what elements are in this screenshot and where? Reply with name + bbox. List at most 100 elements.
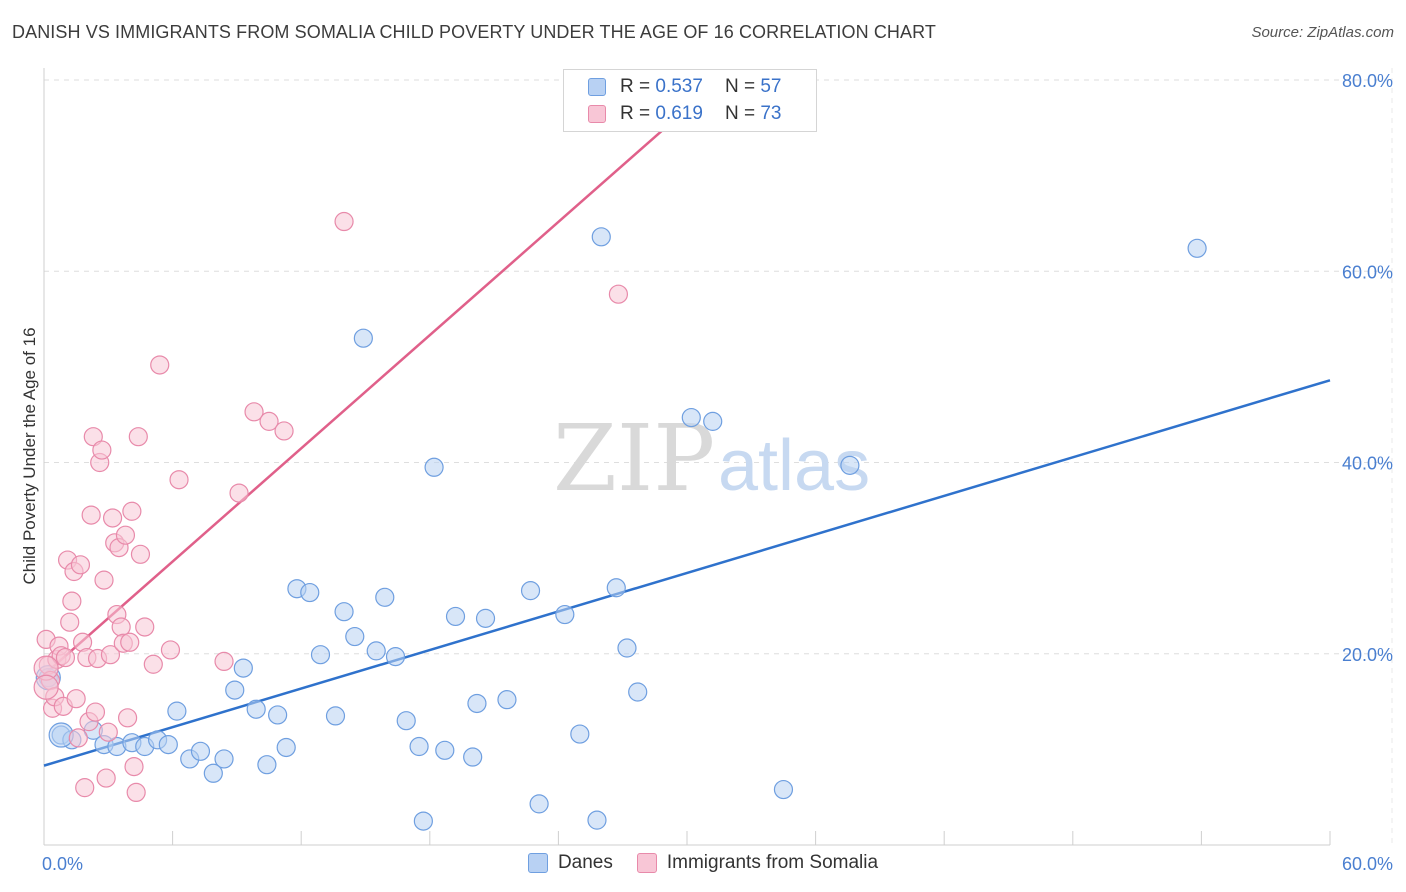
grid-lines <box>44 79 1392 655</box>
axes <box>43 68 1393 846</box>
tick-labels: 20.0% 40.0% 60.0% 80.0% 0.0% 60.0% <box>42 71 1393 874</box>
legend-row-somalia: R = 0.619 N = 73 <box>588 103 781 125</box>
point-danes <box>435 740 455 760</box>
legend-r-value: 0.619 <box>655 103 703 124</box>
point-danes <box>467 693 487 714</box>
point-somalia <box>160 640 181 660</box>
point-somalia <box>143 654 163 674</box>
point-danes <box>409 736 429 757</box>
point-danes <box>345 626 365 647</box>
point-danes <box>628 682 648 702</box>
legend-n-value: 73 <box>760 103 782 124</box>
point-danes <box>158 734 178 755</box>
point-danes <box>246 699 266 719</box>
point-danes <box>334 602 354 622</box>
series-legend: Danes Immigrants from Somalia <box>0 852 1406 874</box>
point-somalia <box>120 632 140 652</box>
y-tick-label: 20.0% <box>1342 645 1393 665</box>
y-tick-label: 40.0% <box>1342 454 1393 474</box>
point-danes <box>773 779 794 800</box>
point-somalia <box>126 782 146 803</box>
y-tick-label: 80.0% <box>1342 71 1393 91</box>
point-somalia <box>115 525 136 545</box>
point-danes <box>529 794 549 814</box>
point-danes <box>463 747 483 767</box>
point-danes <box>366 641 386 661</box>
legend-swatch-somalia <box>588 105 606 123</box>
legend-r-value: 0.537 <box>655 76 703 97</box>
point-danes <box>190 741 211 761</box>
point-danes <box>703 411 723 431</box>
point-somalia <box>83 427 103 447</box>
point-danes <box>1187 238 1207 258</box>
point-somalia <box>274 421 294 441</box>
point-danes <box>424 457 444 477</box>
point-danes <box>385 647 406 667</box>
legend-label-somalia: Immigrants from Somalia <box>666 852 879 873</box>
point-somalia <box>150 355 170 375</box>
source-label: Source: ZipAtlas.com <box>1251 24 1394 41</box>
point-danes <box>325 706 346 726</box>
point-danes <box>257 755 277 775</box>
point-danes <box>214 749 234 769</box>
point-danes <box>681 407 701 428</box>
point-somalia <box>96 768 116 788</box>
point-somalia <box>608 284 629 304</box>
point-danes <box>475 608 496 628</box>
point-somalia <box>334 211 354 232</box>
point-danes <box>413 811 433 831</box>
point-somalia <box>66 689 86 709</box>
point-somalia <box>55 647 76 668</box>
point-somalia <box>98 722 118 742</box>
point-somalia-large <box>33 674 59 700</box>
point-somalia <box>128 427 148 447</box>
legend-swatch-danes <box>527 853 548 873</box>
point-somalia <box>60 612 80 632</box>
chart-title: DANISH VS IMMIGRANTS FROM SOMALIA CHILD … <box>12 22 936 42</box>
point-somalia <box>122 501 142 521</box>
point-danes <box>587 810 607 830</box>
point-somalia <box>62 591 82 611</box>
point-somalia <box>102 508 123 528</box>
point-danes <box>555 604 575 625</box>
point-somalia <box>117 708 138 728</box>
x-tick-label: 0.0% <box>42 854 83 874</box>
point-danes <box>225 680 245 700</box>
point-somalia <box>244 402 264 422</box>
legend-item-danes[interactable]: Danes <box>527 852 613 874</box>
legend-label-danes: Danes <box>557 852 613 873</box>
point-somalia <box>75 778 95 798</box>
point-danes <box>276 737 296 758</box>
y-axis-label: Child Poverty Under the Age of 16 <box>20 327 39 584</box>
legend-swatch-somalia <box>636 853 657 873</box>
legend-item-somalia[interactable]: Immigrants from Somalia <box>636 852 879 874</box>
point-somalia <box>214 651 234 672</box>
correlation-legend: R = 0.537 N = 57 R = 0.619 N = 73 <box>563 69 817 132</box>
point-danes <box>268 705 288 725</box>
point-somalia <box>124 756 144 777</box>
point-danes <box>310 645 331 665</box>
legend-r-label: R = <box>620 103 651 124</box>
point-danes <box>203 763 223 783</box>
legend-n-label: N = <box>724 76 756 97</box>
point-somalia <box>81 505 101 525</box>
point-somalia <box>229 483 249 503</box>
legend-row-danes: R = 0.537 N = 57 <box>588 76 781 98</box>
point-danes <box>300 582 320 603</box>
legend-swatch-danes <box>588 78 606 96</box>
trend-line-somalia <box>43 107 688 676</box>
data-points[interactable] <box>33 211 1207 831</box>
point-danes <box>520 581 541 601</box>
point-danes <box>396 711 416 731</box>
legend-n-label: N = <box>724 103 756 124</box>
y-tick-label: 60.0% <box>1342 262 1393 282</box>
point-somalia <box>68 728 88 748</box>
point-danes <box>591 227 611 247</box>
point-danes <box>167 701 187 721</box>
point-danes <box>353 328 373 348</box>
legend-r-label: R = <box>620 76 651 97</box>
point-somalia <box>85 702 106 722</box>
x-tick-label: 60.0% <box>1342 854 1393 874</box>
point-somalia <box>92 440 112 460</box>
